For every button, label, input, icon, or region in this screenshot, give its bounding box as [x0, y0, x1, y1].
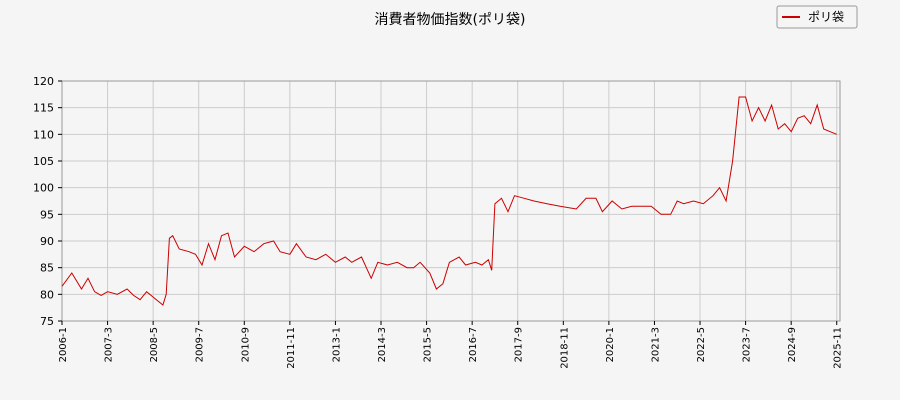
legend-box [776, 5, 858, 29]
y-tick-label: 75 [40, 315, 54, 328]
grid [61, 80, 841, 322]
y-tick-label: 115 [33, 102, 54, 115]
x-tick-label: 2011-11 [286, 327, 297, 369]
x-tick-label: 2021-3 [650, 327, 661, 362]
x-tick-label: 2015-5 [423, 327, 434, 362]
x-tick-label: 2009-7 [195, 327, 206, 362]
chart-title: 消費者物価指数(ポリ袋) [375, 12, 526, 28]
x-tick-label: 2020-1 [605, 327, 616, 362]
x-tick-label: 2008-5 [149, 327, 160, 362]
x-tick-label: 2022-5 [696, 327, 707, 362]
y-tick-label: 100 [33, 182, 54, 195]
x-tick-label: 2013-1 [331, 327, 342, 362]
y-tick-label: 85 [40, 262, 54, 275]
x-tick-label: 2010-9 [240, 327, 251, 362]
y-tick-label: 90 [40, 235, 54, 248]
series-line [61, 96, 837, 306]
x-tick-label: 2025-11 [833, 327, 844, 369]
x-tick-label: 2007-3 [104, 327, 115, 362]
x-tick-label: 2014-3 [377, 327, 388, 362]
y-tick-label: 120 [33, 75, 54, 88]
plot-area [61, 96, 837, 306]
x-tick-label: 2006-1 [58, 327, 69, 362]
x-tick-label: 2017-9 [514, 327, 525, 362]
y-tick-label: 105 [33, 155, 54, 168]
x-tick-label: 2016-7 [468, 327, 479, 362]
y-tick-label: 110 [33, 128, 54, 141]
plot-frame [61, 80, 841, 322]
y-axis: 75 80 85 90 95 100 105 110 115 120 [33, 75, 62, 328]
y-tick-label: 80 [40, 288, 54, 301]
x-tick-label: 2018-11 [559, 327, 570, 369]
x-axis: 2006-1 2007-3 2008-5 2009-7 2010-9 2011-11 201… [58, 321, 844, 369]
legend: ポリ袋 [776, 5, 858, 29]
x-tick-label: 2024-9 [787, 327, 798, 362]
y-tick-label: 95 [40, 208, 54, 221]
x-tick-label: 2023-7 [742, 327, 753, 362]
legend-label: ポリ袋 [808, 10, 844, 24]
